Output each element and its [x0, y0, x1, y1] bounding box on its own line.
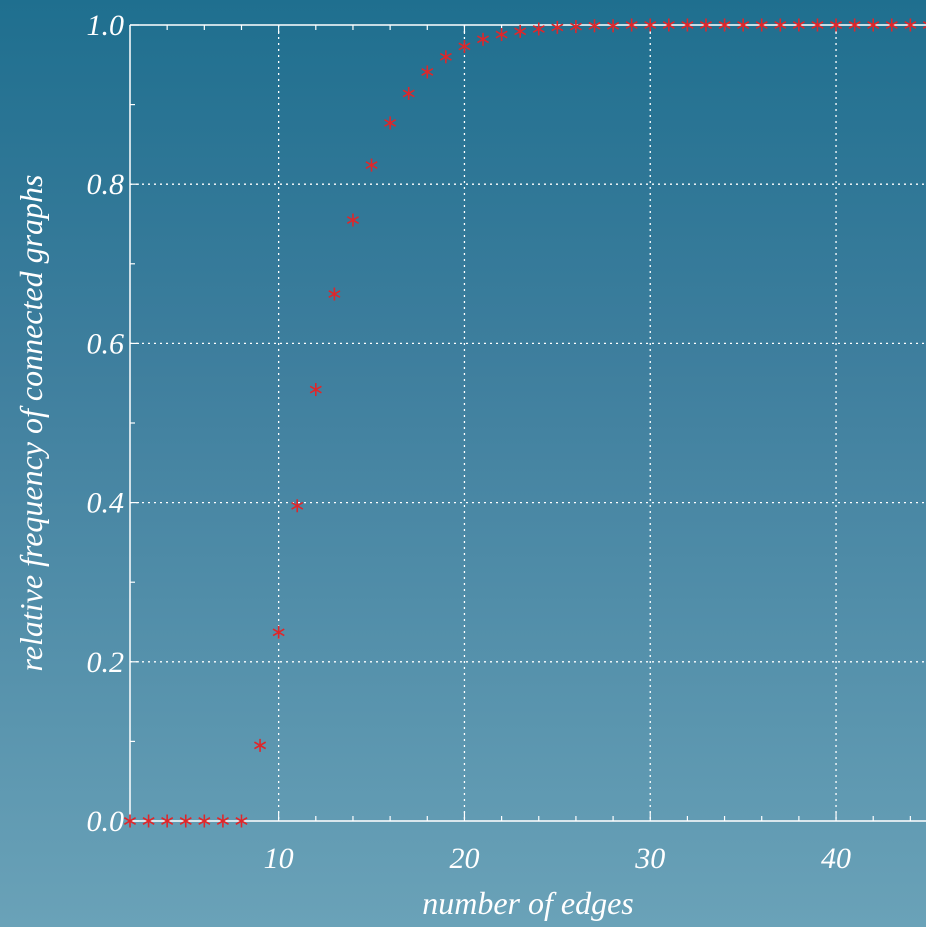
data-point [198, 814, 211, 828]
y-tick-label: 1.0 [87, 9, 125, 42]
data-point [514, 24, 527, 38]
data-point [402, 86, 415, 100]
y-tick-label: 0.6 [87, 327, 125, 360]
data-point [867, 18, 880, 32]
data-point [458, 39, 471, 53]
x-tick-label: 30 [634, 842, 665, 875]
data-point [904, 18, 917, 32]
data-point [662, 18, 675, 32]
data-point [625, 18, 638, 32]
x-tick-label: 20 [449, 842, 479, 875]
data-point [495, 28, 508, 42]
data-point [235, 814, 248, 828]
data-point [792, 18, 805, 32]
data-point [123, 814, 137, 828]
data-point [922, 21, 926, 29]
data-point [885, 18, 898, 32]
y-tick-label: 0.2 [87, 646, 125, 679]
data-point [681, 18, 694, 32]
x-tick-labels: 10 20 30 40 [264, 842, 851, 875]
data-point [476, 32, 490, 46]
grid [130, 25, 926, 821]
data-point [607, 19, 620, 33]
data-point [216, 814, 229, 828]
data-point [346, 213, 359, 227]
data-point [551, 20, 564, 34]
y-axis-title: relative frequency of connected graphs [13, 174, 49, 671]
data-point [421, 65, 434, 79]
data-point [644, 18, 657, 32]
data-point [718, 18, 731, 32]
x-tick-label: 40 [821, 842, 851, 875]
data-point [328, 287, 341, 301]
data-point [142, 814, 155, 828]
data-point [179, 814, 192, 828]
data-points [123, 18, 926, 828]
data-point [161, 814, 174, 828]
axis-ticks [130, 24, 911, 822]
x-tick-label: 10 [264, 842, 294, 875]
y-tick-label: 0.0 [87, 805, 125, 838]
data-point [811, 18, 824, 32]
data-point [439, 50, 452, 64]
data-point [272, 625, 285, 639]
data-point [755, 18, 768, 32]
y-tick-label: 0.8 [87, 168, 125, 201]
data-point [309, 383, 322, 397]
data-point [737, 18, 750, 32]
data-point [384, 116, 397, 130]
data-point [588, 19, 601, 33]
y-tick-labels: 0.0 0.2 0.4 0.6 0.8 1.0 [87, 9, 125, 838]
data-point [830, 18, 843, 32]
data-point [848, 18, 861, 32]
data-point [699, 18, 713, 32]
data-point [569, 20, 582, 34]
y-tick-label: 0.4 [87, 487, 125, 520]
data-point [774, 18, 787, 32]
data-point [532, 22, 545, 36]
data-point [365, 158, 378, 172]
x-axis-title: number of edges [422, 885, 634, 921]
data-point [291, 499, 304, 513]
data-point [254, 738, 267, 752]
